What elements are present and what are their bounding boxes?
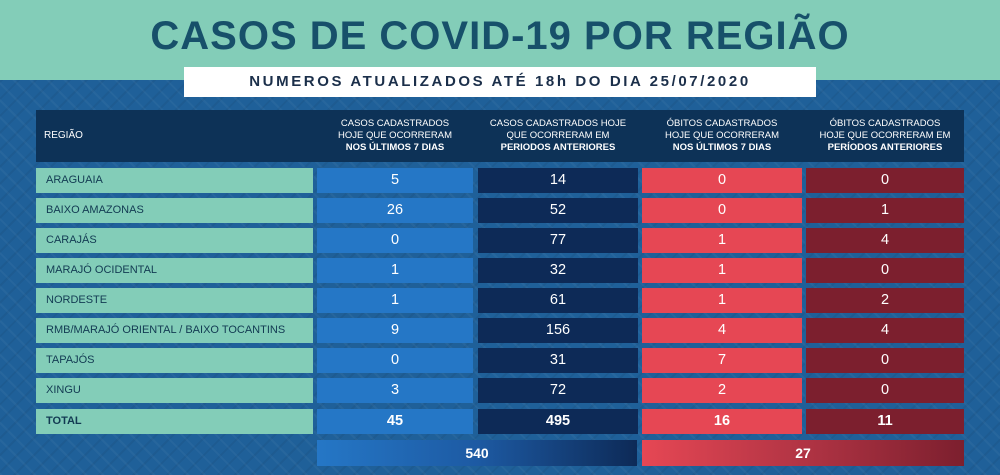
total-deaths-recent: 16	[642, 409, 802, 434]
deaths-recent-value: 4	[642, 318, 802, 343]
deaths-recent-value: 1	[642, 228, 802, 253]
deaths-previous-value: 0	[806, 168, 964, 193]
cases-recent-value: 0	[317, 228, 473, 253]
total-cases-recent: 45	[317, 409, 473, 434]
header-line: HOJE QUE OCORRERAM	[337, 130, 452, 141]
table-row: MARAJÓ OCIDENTAL 1 32 1 0	[36, 258, 964, 283]
cases-recent-value: 3	[317, 378, 473, 403]
region-name: CARAJÁS	[36, 228, 313, 253]
table-row: CARAJÁS 0 77 1 4	[36, 228, 964, 253]
cases-recent-value: 26	[317, 198, 473, 223]
total-row: TOTAL 45 495 16 11	[36, 409, 964, 434]
header-deaths-previous: ÓBITOS CADASTRADOS HOJE QUE OCORRERAM EM…	[806, 110, 964, 162]
deaths-previous-value: 0	[806, 258, 964, 283]
deaths-recent-value: 0	[642, 168, 802, 193]
deaths-recent-value: 2	[642, 378, 802, 403]
table-row: RMB/MARAJÓ ORIENTAL / BAIXO TOCANTINS 9 …	[36, 318, 964, 343]
deaths-previous-value: 0	[806, 378, 964, 403]
region-name: ARAGUAIA	[36, 168, 313, 193]
page-title: CASOS DE COVID-19 POR REGIÃO	[150, 14, 850, 58]
deaths-previous-value: 4	[806, 228, 964, 253]
header-line-bold: PERÍODOS ANTERIORES	[827, 142, 943, 153]
total-deaths-sum: 27	[642, 440, 964, 466]
table-row: XINGU 3 72 2 0	[36, 378, 964, 403]
header-cases-previous: CASOS CADASTRADOS HOJE QUE OCORRERAM EM …	[478, 110, 638, 162]
header-line: CASOS CADASTRADOS HOJE	[489, 118, 627, 129]
region-name: RMB/MARAJÓ ORIENTAL / BAIXO TOCANTINS	[36, 318, 313, 343]
header-cases-recent: CASOS CADASTRADOS HOJE QUE OCORRERAM NOS…	[317, 110, 473, 162]
deaths-previous-value: 4	[806, 318, 964, 343]
cases-recent-value: 9	[317, 318, 473, 343]
region-name: BAIXO AMAZONAS	[36, 198, 313, 223]
deaths-recent-value: 1	[642, 288, 802, 313]
title-band	[0, 0, 1000, 80]
cases-previous-value: 156	[478, 318, 638, 343]
deaths-previous-value: 2	[806, 288, 964, 313]
table-header: REGIÃO CASOS CADASTRADOS HOJE QUE OCORRE…	[36, 110, 964, 162]
total-cases-previous: 495	[478, 409, 638, 434]
header-line: HOJE QUE OCORRERAM EM	[819, 130, 951, 141]
table-row: ARAGUAIA 5 14 0 0	[36, 168, 964, 193]
total-cases-sum: 540	[317, 440, 637, 466]
region-name: TAPAJÓS	[36, 348, 313, 373]
region-name: NORDESTE	[36, 288, 313, 313]
header-line: ÓBITOS CADASTRADOS	[666, 118, 778, 129]
deaths-previous-value: 1	[806, 198, 964, 223]
cases-previous-value: 31	[478, 348, 638, 373]
header-line-bold: PERIODOS ANTERIORES	[500, 142, 616, 153]
cases-previous-value: 14	[478, 168, 638, 193]
header-line: HOJE QUE OCORRERAM	[664, 130, 779, 141]
cases-recent-value: 1	[317, 258, 473, 283]
cases-recent-value: 5	[317, 168, 473, 193]
table-row: TAPAJÓS 0 31 7 0	[36, 348, 964, 373]
cases-previous-value: 72	[478, 378, 638, 403]
header-line: QUE OCORRERAM EM	[506, 130, 610, 141]
deaths-recent-value: 7	[642, 348, 802, 373]
header-line: ÓBITOS CADASTRADOS	[829, 118, 941, 129]
header-line-bold: NOS ÚLTIMOS 7 DIAS	[672, 142, 772, 153]
header-line-bold: NOS ÚLTIMOS 7 DIAS	[345, 142, 445, 153]
table-row: NORDESTE 1 61 1 2	[36, 288, 964, 313]
cases-previous-value: 61	[478, 288, 638, 313]
region-name: XINGU	[36, 378, 313, 403]
cases-recent-value: 0	[317, 348, 473, 373]
header-region: REGIÃO	[44, 130, 83, 141]
total-deaths-previous: 11	[806, 409, 964, 434]
cases-previous-value: 32	[478, 258, 638, 283]
table-row: BAIXO AMAZONAS 26 52 0 1	[36, 198, 964, 223]
deaths-recent-value: 1	[642, 258, 802, 283]
header-deaths-recent: ÓBITOS CADASTRADOS HOJE QUE OCORRERAM NO…	[642, 110, 802, 162]
deaths-previous-value: 0	[806, 348, 964, 373]
deaths-recent-value: 0	[642, 198, 802, 223]
cases-recent-value: 1	[317, 288, 473, 313]
update-subtitle: NUMEROS ATUALIZADOS ATÉ 18h DO DIA 25/07…	[184, 67, 816, 97]
total-label: TOTAL	[36, 409, 313, 434]
cases-previous-value: 52	[478, 198, 638, 223]
header-line: CASOS CADASTRADOS	[340, 118, 450, 129]
cases-previous-value: 77	[478, 228, 638, 253]
region-name: MARAJÓ OCIDENTAL	[36, 258, 313, 283]
